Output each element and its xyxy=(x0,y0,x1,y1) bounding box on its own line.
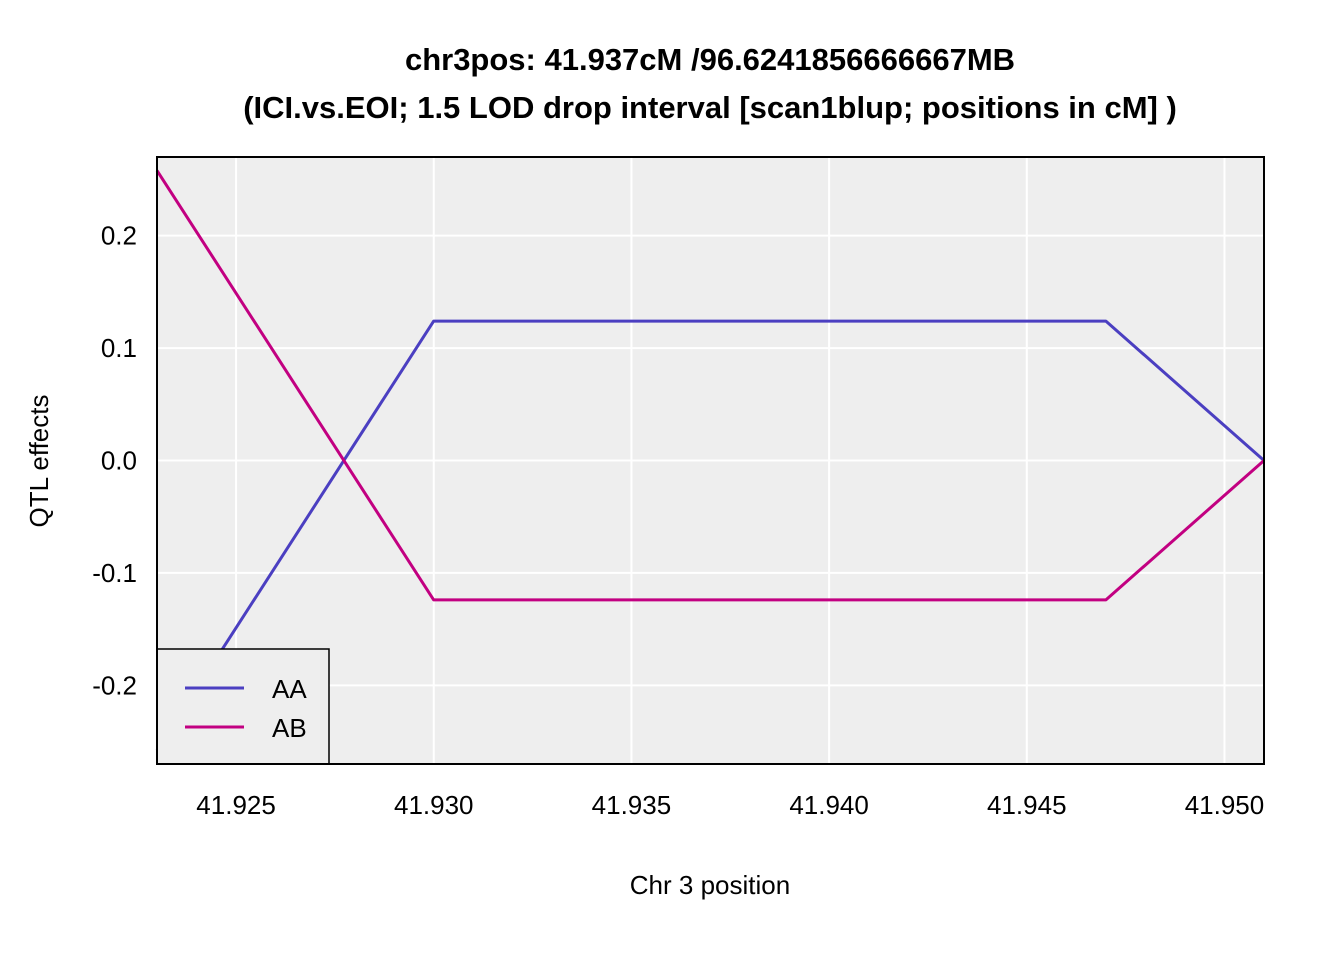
y-tick-label: -0.1 xyxy=(92,558,137,588)
grid-lines xyxy=(157,157,1264,764)
x-tick-label: 41.930 xyxy=(394,790,474,820)
x-tick-label: 41.950 xyxy=(1185,790,1265,820)
y-axis-label: QTL effects xyxy=(24,395,54,528)
x-tick-label: 41.935 xyxy=(592,790,672,820)
series-line-aa xyxy=(155,319,1265,752)
y-axis: -0.2 -0.1 0.0 0.1 0.2 xyxy=(92,221,137,701)
x-axis: 41.925 41.930 41.935 41.940 41.945 41.950 xyxy=(196,790,1264,820)
y-tick-label: 0.0 xyxy=(101,446,137,476)
chart-title-line-2: (ICI.vs.EOI; 1.5 LOD drop interval [scan… xyxy=(243,90,1177,125)
x-tick-label: 41.925 xyxy=(196,790,276,820)
series-line-ab xyxy=(155,169,1265,602)
chart-title-line-1: chr3pos: 41.937cM /96.6241856666667MB xyxy=(405,42,1015,77)
x-axis-label: Chr 3 position xyxy=(630,870,790,900)
x-tick-label: 41.940 xyxy=(789,790,869,820)
y-tick-label: -0.2 xyxy=(92,670,137,700)
plot-frame xyxy=(156,156,1265,765)
legend: AA AB xyxy=(156,648,330,765)
y-tick-label: 0.1 xyxy=(101,333,137,363)
legend-label-aa: AA xyxy=(272,674,307,704)
y-tick-label: 0.2 xyxy=(101,221,137,251)
x-tick-label: 41.945 xyxy=(987,790,1067,820)
legend-label-ab: AB xyxy=(272,713,307,743)
series-layer xyxy=(155,169,1265,752)
legend-box xyxy=(156,648,330,765)
